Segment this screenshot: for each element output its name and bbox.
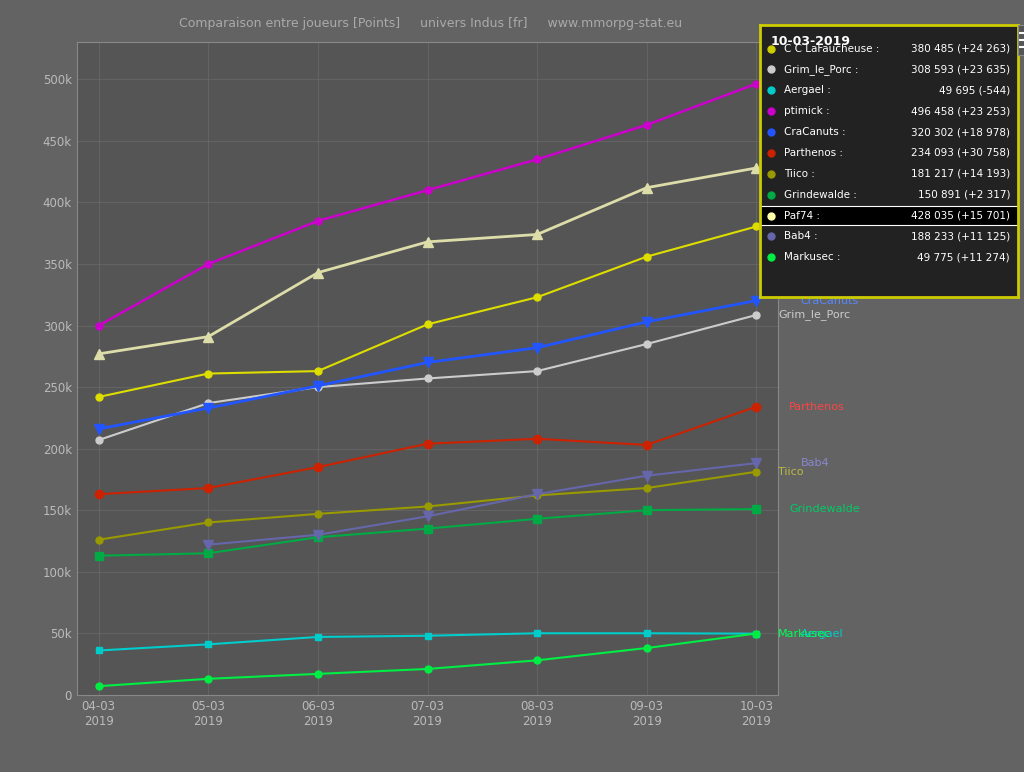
Text: 496 458 (+23 253): 496 458 (+23 253)	[911, 107, 1010, 117]
Text: Markusec: Markusec	[778, 628, 831, 638]
Bar	[760, 206, 1018, 225]
Text: Markusec :: Markusec :	[784, 252, 841, 262]
Text: Tiico :: Tiico :	[784, 169, 815, 179]
Text: 49 695 (-544): 49 695 (-544)	[939, 86, 1010, 95]
Text: 49 775 (+11 274): 49 775 (+11 274)	[918, 252, 1010, 262]
Text: 234 093 (+30 758): 234 093 (+30 758)	[911, 148, 1010, 158]
Text: Aergael: Aergael	[801, 628, 843, 638]
Text: Grim_le_Porc :: Grim_le_Porc :	[784, 64, 859, 75]
Text: Aergael :: Aergael :	[784, 86, 831, 95]
Text: Parthenos :: Parthenos :	[784, 148, 844, 158]
Text: ptimick: ptimick	[790, 79, 830, 89]
Text: CraCanuts :: CraCanuts :	[784, 127, 846, 137]
Text: Parthenos: Parthenos	[790, 401, 845, 411]
Text: Grindewalde: Grindewalde	[790, 504, 860, 514]
Text: Grim_le_Porc: Grim_le_Porc	[778, 310, 850, 320]
Text: Paf74: Paf74	[769, 147, 800, 156]
Text: Comparaison entre joueurs [Points]     univers Indus [fr]     www.mmorpg-stat.eu: Comparaison entre joueurs [Points] unive…	[178, 17, 682, 30]
Text: Bab4: Bab4	[801, 458, 829, 468]
Text: 181 217 (+14 193): 181 217 (+14 193)	[911, 169, 1010, 179]
Text: 320 302 (+18 978): 320 302 (+18 978)	[911, 127, 1010, 137]
Text: ptimick :: ptimick :	[784, 107, 829, 117]
Text: 188 233 (+11 125): 188 233 (+11 125)	[911, 232, 1010, 242]
Text: 428 035 (+15 701): 428 035 (+15 701)	[911, 211, 1010, 221]
Text: Tiico: Tiico	[778, 467, 804, 477]
Text: Paf74 :: Paf74 :	[784, 211, 820, 221]
Text: Bab4 :: Bab4 :	[784, 232, 818, 242]
Text: 308 593 (+23 635): 308 593 (+23 635)	[911, 64, 1010, 74]
Text: 10-03-2019: 10-03-2019	[770, 35, 850, 48]
Text: CraCanuts: CraCanuts	[801, 296, 859, 306]
Text: Grindewalde :: Grindewalde :	[784, 190, 857, 200]
Text: 150 891 (+2 317): 150 891 (+2 317)	[918, 190, 1010, 200]
Text: C C LaFaucheuse :: C C LaFaucheuse :	[784, 43, 880, 53]
Text: 380 485 (+24 263): 380 485 (+24 263)	[911, 43, 1010, 53]
